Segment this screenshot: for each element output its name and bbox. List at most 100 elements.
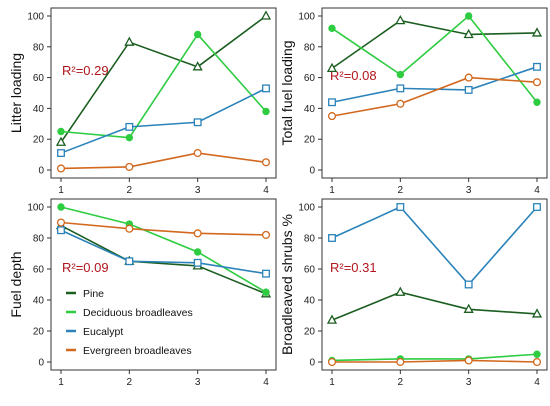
panel-4: 0 20 40 60 80 100 1 2 3 4 Broadleaved shrubs % R²=0… <box>279 198 548 388</box>
data-point-deciduous-broadleaves <box>193 248 202 256</box>
data-point-deciduous-broadleaves <box>464 12 473 20</box>
y-tick-label: 0 <box>309 358 315 369</box>
x-tick-label: 3 <box>466 377 472 388</box>
r-squared-annotation: R²=0.31 <box>330 260 377 275</box>
data-point-deciduous-broadleaves <box>328 24 336 33</box>
x-tick-label: 4 <box>534 377 540 388</box>
plot-frame <box>50 198 277 371</box>
data-point-eucalypt <box>57 149 65 158</box>
data-point-evergreen-broadleaves <box>327 357 337 367</box>
data-point-pine <box>463 28 474 39</box>
y-tick-label: 60 <box>33 265 45 276</box>
y-tick-label: 0 <box>38 358 44 369</box>
series-line-deciduous-broadleaves <box>60 33 267 139</box>
data-point-evergreen-broadleaves <box>193 149 202 158</box>
data-point-eucalypt <box>533 62 541 71</box>
x-tick-label: 3 <box>466 185 472 196</box>
y-tick-label: 20 <box>304 135 316 146</box>
series-line-deciduous-broadleaves <box>60 206 267 293</box>
data-point-eucalypt <box>464 85 473 94</box>
data-point-evergreen-broadleaves <box>56 218 66 227</box>
series-line-evergreen-broadleaves <box>332 359 538 363</box>
data-point-pine <box>395 14 406 25</box>
plot-frame <box>321 198 548 371</box>
x-tick-label: 2 <box>127 377 133 388</box>
series-line-evergreen-broadleaves <box>60 152 267 170</box>
data-point-pine <box>55 136 67 146</box>
data-point-eucalypt <box>533 203 541 211</box>
data-point-deciduous-broadleaves <box>262 107 270 116</box>
x-tick-label: 4 <box>263 185 269 196</box>
data-point-eucalypt <box>396 203 405 211</box>
series-line-eucalypt <box>331 206 538 286</box>
data-point-evergreen-broadleaves <box>261 230 271 239</box>
y-tick-label: 60 <box>304 73 316 84</box>
data-point-pine <box>326 62 338 73</box>
data-point-evergreen-broadleaves <box>396 357 405 367</box>
data-point-eucalypt <box>262 84 270 93</box>
x-tick-label: 4 <box>263 377 269 388</box>
data-point-pine <box>395 286 406 296</box>
data-point-deciduous-broadleaves <box>193 30 202 39</box>
legend: Pine Deciduous broadleaves Eucalypt Evergre… <box>66 288 193 357</box>
data-point-deciduous-broadleaves <box>396 70 405 79</box>
y-tick-label: 40 <box>304 296 316 307</box>
y-axis-title: Total fuel loading <box>279 40 295 145</box>
series-line-deciduous-broadleaves <box>331 353 538 362</box>
data-point-eucalypt <box>125 257 134 266</box>
data-point-eucalypt <box>262 269 270 278</box>
data-point-evergreen-broadleaves <box>532 357 542 367</box>
y-axis-title: Broadleaved shrubs % <box>279 214 295 355</box>
data-point-pine <box>531 27 543 37</box>
panel-2: 0 20 40 60 80 100 1 2 3 4 Total fuel loading R²=0.0… <box>279 7 548 196</box>
data-point-eucalypt <box>464 280 473 289</box>
series-line-deciduous-broadleaves <box>331 14 538 103</box>
data-point-eucalypt <box>396 84 405 93</box>
x-tick-label: 2 <box>398 185 404 196</box>
legend-label: Evergreen broadleaves <box>83 345 192 357</box>
r-squared-annotation: R²=0.09 <box>62 260 109 275</box>
data-point-evergreen-broadleaves <box>532 78 542 87</box>
y-tick-label: 20 <box>33 327 45 338</box>
data-point-pine <box>192 61 203 71</box>
data-point-deciduous-broadleaves <box>533 350 541 358</box>
data-point-deciduous-broadleaves <box>57 127 65 136</box>
y-tick-label: 80 <box>304 42 316 53</box>
data-point-evergreen-broadleaves <box>56 164 66 173</box>
data-point-pine <box>260 10 272 20</box>
series-line-eucalypt <box>331 66 538 104</box>
series-line-evergreen-broadleaves <box>331 76 538 117</box>
y-tick-label: 40 <box>304 104 316 115</box>
data-point-evergreen-broadleaves <box>396 99 405 108</box>
r-squared-annotation: R²=0.08 <box>330 68 377 83</box>
x-tick-label: 4 <box>534 185 540 196</box>
data-point-pine <box>124 36 135 46</box>
y-tick-label: 60 <box>304 265 316 276</box>
panel-3: 0 20 40 60 80 100 1 2 3 4 Fuel depth R²=0.09 <box>8 198 277 388</box>
x-tick-label: 2 <box>398 377 404 388</box>
data-point-eucalypt <box>193 258 202 267</box>
x-tick-label: 1 <box>58 185 64 196</box>
y-tick-label: 0 <box>309 166 315 177</box>
y-tick-label: 100 <box>27 203 44 214</box>
y-tick-label: 100 <box>298 203 315 214</box>
series-line-pine <box>331 19 538 70</box>
legend-label: Deciduous broadleaves <box>83 307 193 319</box>
y-axis-title: Fuel depth <box>8 251 24 317</box>
panel-1: 0 20 40 60 80 100 1 2 3 4 Litter loading R²=0.29 <box>8 7 277 196</box>
x-tick-label: 1 <box>58 377 64 388</box>
data-point-deciduous-broadleaves <box>125 133 134 142</box>
data-point-pine <box>326 314 338 324</box>
series-line-pine <box>60 15 267 143</box>
data-point-evergreen-broadleaves <box>125 224 134 233</box>
y-tick-label: 60 <box>33 73 45 84</box>
y-axis-title: Litter loading <box>8 53 24 133</box>
data-point-eucalypt <box>193 118 202 127</box>
data-point-eucalypt <box>328 234 336 242</box>
y-tick-label: 100 <box>27 12 44 23</box>
data-point-evergreen-broadleaves <box>327 112 337 121</box>
data-point-eucalypt <box>57 226 65 235</box>
y-tick-label: 100 <box>298 12 315 23</box>
